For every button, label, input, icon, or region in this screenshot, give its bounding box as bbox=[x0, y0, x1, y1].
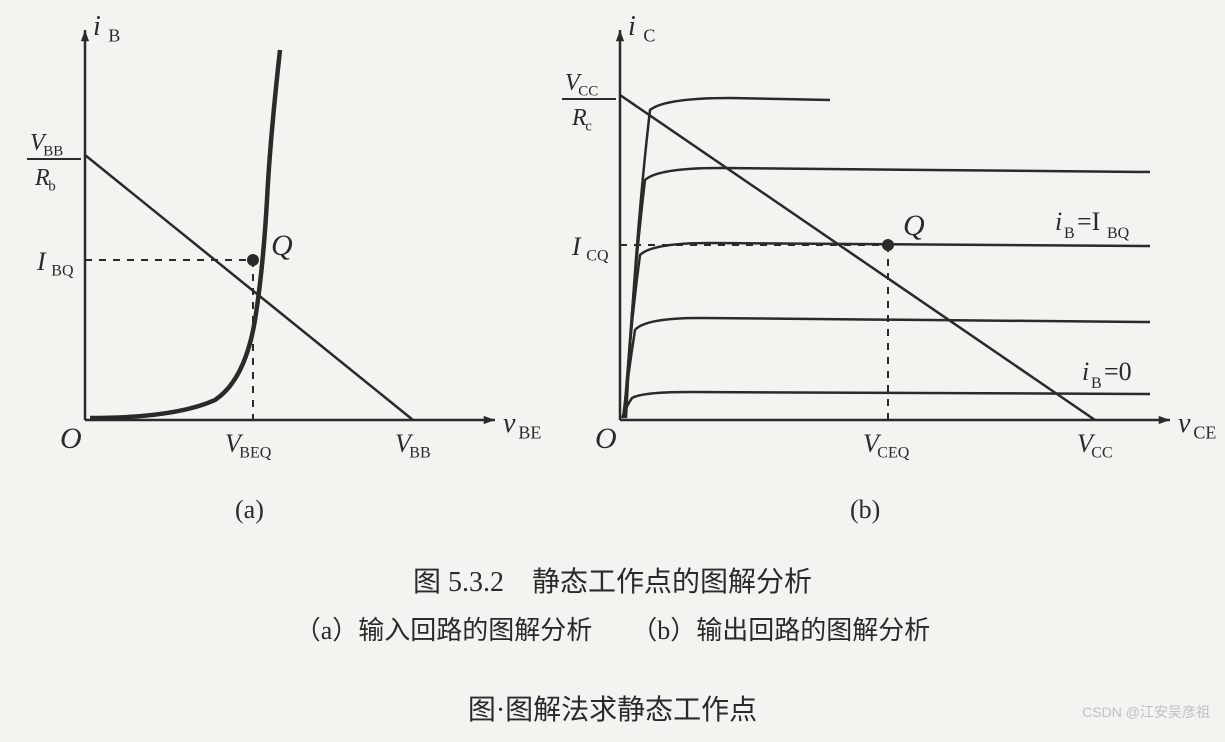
svg-text:I: I bbox=[571, 232, 582, 261]
svg-text:b: b bbox=[48, 178, 56, 194]
svg-text:BEQ: BEQ bbox=[239, 445, 271, 462]
svg-text:B: B bbox=[1064, 225, 1075, 242]
chart-b-svg: iCvCEOICQVCCRcVCEQVCCQiB=IBQiB=0 bbox=[570, 20, 1190, 460]
svg-text:CE: CE bbox=[1193, 422, 1216, 442]
figure-caption-bottom: 图·图解法求静态工作点 bbox=[0, 688, 1225, 728]
svg-text:CQ: CQ bbox=[586, 248, 609, 265]
svg-text:i: i bbox=[93, 11, 101, 42]
svg-text:O: O bbox=[60, 422, 82, 455]
svg-text:BQ: BQ bbox=[1107, 225, 1130, 242]
svg-text:BQ: BQ bbox=[51, 263, 74, 280]
svg-text:O: O bbox=[595, 422, 617, 455]
svg-text:B: B bbox=[108, 25, 120, 45]
caption-2b: （b）输出回路的图解分析 bbox=[631, 616, 930, 645]
chart-a-svg: iBvBEOIBQVBBRbVBEQVBBQ bbox=[35, 20, 515, 460]
svg-text:BE: BE bbox=[518, 422, 541, 442]
figure-caption-sub: （a）输入回路的图解分析 （b）输出回路的图解分析 bbox=[0, 610, 1225, 647]
svg-text:=I: =I bbox=[1077, 207, 1100, 236]
svg-text:CEQ: CEQ bbox=[877, 445, 909, 462]
sublabel-b: (b) bbox=[850, 495, 880, 525]
figure-caption-main: 图 5.3.2 静态工作点的图解分析 bbox=[0, 560, 1225, 600]
caption-2a: （a）输入回路的图解分析 bbox=[295, 616, 593, 645]
svg-text:BB: BB bbox=[409, 445, 430, 462]
svg-text:C: C bbox=[643, 25, 655, 45]
svg-text:CC: CC bbox=[1091, 445, 1112, 462]
chart-b-output-loop: iCvCEOICQVCCRcVCEQVCCQiB=IBQiB=0 bbox=[570, 20, 1190, 460]
svg-text:i: i bbox=[1055, 207, 1062, 236]
svg-text:BB: BB bbox=[43, 143, 63, 159]
svg-text:=0: =0 bbox=[1104, 357, 1132, 386]
chart-a-input-loop: iBvBEOIBQVBBRbVBEQVBBQ bbox=[35, 20, 515, 460]
svg-text:v: v bbox=[1178, 408, 1191, 439]
svg-text:CC: CC bbox=[578, 83, 598, 99]
svg-text:i: i bbox=[628, 11, 636, 42]
svg-text:I: I bbox=[36, 247, 47, 276]
svg-text:c: c bbox=[585, 118, 592, 134]
svg-text:i: i bbox=[1082, 357, 1089, 386]
sublabel-a: (a) bbox=[235, 495, 264, 525]
svg-text:Q: Q bbox=[903, 209, 925, 242]
svg-text:B: B bbox=[1091, 375, 1102, 392]
svg-text:Q: Q bbox=[271, 229, 293, 262]
watermark: CSDN @江安吴彦祖 bbox=[1082, 702, 1210, 722]
svg-text:v: v bbox=[503, 408, 516, 439]
